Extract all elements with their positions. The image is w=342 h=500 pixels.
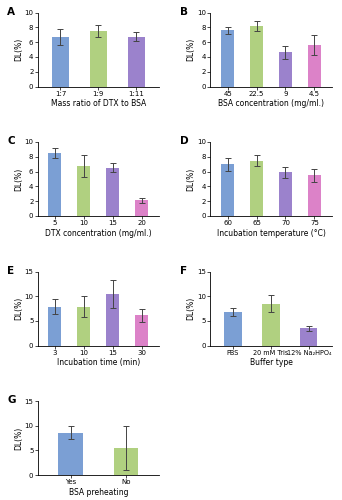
- X-axis label: Incubation temperature (°C): Incubation temperature (°C): [216, 229, 325, 238]
- Bar: [52, 37, 69, 86]
- Bar: [279, 52, 292, 86]
- Text: F: F: [180, 266, 187, 276]
- Bar: [221, 164, 234, 216]
- Y-axis label: DL(%): DL(%): [187, 297, 196, 320]
- Text: C: C: [7, 136, 15, 146]
- Text: D: D: [180, 136, 188, 146]
- Bar: [128, 37, 145, 86]
- Bar: [114, 448, 139, 475]
- Bar: [308, 45, 321, 86]
- X-axis label: DTX concentration (mg/ml.): DTX concentration (mg/ml.): [45, 229, 152, 238]
- Text: E: E: [7, 266, 14, 276]
- Bar: [90, 31, 107, 86]
- Bar: [262, 304, 279, 346]
- Bar: [135, 316, 148, 346]
- Y-axis label: DL(%): DL(%): [14, 38, 23, 61]
- Bar: [221, 30, 234, 86]
- X-axis label: Incubation time (min): Incubation time (min): [57, 358, 140, 368]
- X-axis label: BSA preheating: BSA preheating: [69, 488, 128, 497]
- Text: G: G: [7, 395, 16, 405]
- Bar: [77, 306, 90, 346]
- Bar: [49, 306, 62, 346]
- Bar: [49, 153, 62, 216]
- X-axis label: BSA concentration (mg/ml.): BSA concentration (mg/ml.): [218, 100, 324, 108]
- Bar: [135, 200, 148, 216]
- Bar: [279, 172, 292, 216]
- Text: B: B: [180, 6, 188, 16]
- Y-axis label: DL(%): DL(%): [14, 168, 23, 190]
- Bar: [77, 166, 90, 216]
- Bar: [308, 176, 321, 216]
- Y-axis label: DL(%): DL(%): [14, 297, 23, 320]
- Bar: [250, 160, 263, 216]
- Y-axis label: DL(%): DL(%): [14, 426, 23, 450]
- Bar: [106, 168, 119, 216]
- Y-axis label: DL(%): DL(%): [187, 38, 196, 61]
- Bar: [300, 328, 317, 345]
- Bar: [250, 26, 263, 86]
- Text: A: A: [7, 6, 15, 16]
- X-axis label: Buffer type: Buffer type: [250, 358, 292, 368]
- Bar: [224, 312, 241, 346]
- Bar: [58, 432, 83, 475]
- Bar: [106, 294, 119, 346]
- Y-axis label: DL(%): DL(%): [187, 168, 196, 190]
- X-axis label: Mass ratio of DTX to BSA: Mass ratio of DTX to BSA: [51, 100, 146, 108]
